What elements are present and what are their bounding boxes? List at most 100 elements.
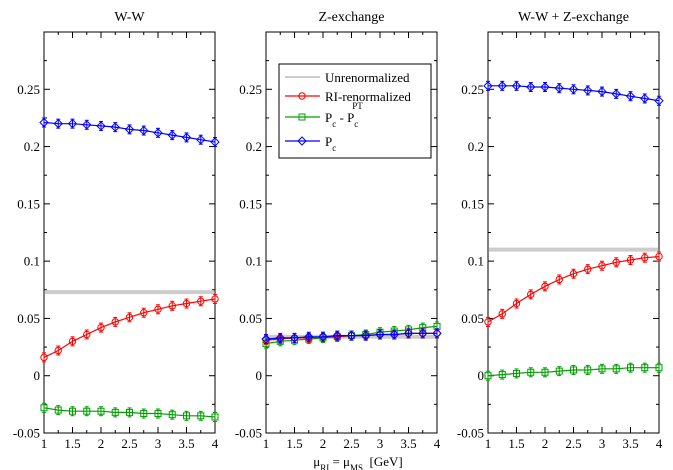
panel-title: W-W [114,10,145,25]
data-point-diamond [289,333,300,343]
x-label-unit: [GeV] [363,454,403,469]
y-tick-label: 0 [256,368,263,383]
legend-label-pc: Pc [325,134,336,153]
series-ri [40,293,219,363]
panel-2: Z-exchange -0.05 0 0.05 0.1 0.15 0.2 0.25 1 1.5 2 2… [235,10,442,451]
legend: Unrenormalized RI-renormalized Pc - PcPT… [278,63,432,159]
data-point-circle [512,299,521,308]
data-point-circle [498,310,506,318]
x-tick-label: 4 [212,436,219,451]
data-point-diamond [611,89,621,99]
data-point-circle [197,297,205,305]
data-point-circle [54,346,62,355]
data-point-square [54,406,62,414]
series-line-ri [43,298,216,358]
data-point-diamond [511,81,522,91]
x-tick-label: 4 [656,436,663,451]
data-point-diamond [597,86,607,97]
data-point-diamond [654,96,664,106]
data-point-square [513,369,520,377]
legend-marker-pc [297,136,307,146]
data-point-diamond [497,81,507,91]
data-point-diamond [625,91,636,101]
data-point-square [498,371,506,379]
chart-panels: W-W -0.05 0 0.05 0.1 0.15 0.2 0.25 1 1.5 2 2.5 3 3.5 4… [13,10,664,451]
series-diff [484,362,663,381]
data-point-diamond [432,328,442,339]
panel-frame [43,31,216,434]
data-point-square [126,408,133,416]
data-point-diamond [418,328,428,339]
data-point-diamond [181,132,192,143]
x-tick-label: 2 [542,436,549,451]
y-tick-label: -0.05 [457,426,484,441]
x-tick-label: 3 [599,436,606,451]
x-tick-label: 1.5 [64,436,80,451]
y-tick-label: 0.2 [246,139,262,154]
y-tick-label: 0.15 [461,196,484,211]
data-point-diamond [375,329,385,340]
x-tick-label: 4 [434,436,441,451]
data-point-square [527,368,535,376]
data-point-square [484,372,492,380]
data-point-circle [111,318,119,326]
data-point-diamond [167,130,177,140]
x-tick-label: 1.5 [508,436,524,451]
x-tick-label: 2.5 [565,436,581,451]
data-point-circle [584,265,592,273]
data-point-circle [655,252,663,261]
data-point-circle [83,330,91,339]
data-point-diamond [568,84,579,94]
y-tick-label: 0.1 [24,254,40,269]
panel-title: W-W + Z-exchange [518,10,629,25]
data-point-diamond [361,330,371,341]
data-point-diamond [124,124,135,135]
y-tick-label: 0.25 [239,82,262,97]
data-point-diamond [139,125,149,136]
legend-label-ri-renormalized: RI-renormalized [325,89,411,104]
y-tick-label: 0.1 [468,254,484,269]
series-diff [40,402,219,422]
x-tick-label: 2.5 [343,436,359,451]
data-point-diamond [53,118,63,129]
legend-pc2-main: P [325,134,332,149]
legend-pcpt-sup: PT [352,101,363,111]
data-point-diamond [318,332,328,342]
data-point-square [183,412,190,420]
data-point-circle [641,254,649,262]
data-point-square [211,413,219,421]
y-tick-label: 0.15 [17,196,40,211]
data-point-square [641,364,649,372]
data-point-square [140,410,148,418]
data-point-square [612,365,620,373]
series-line-ri [487,256,660,323]
data-point-diamond [39,117,49,128]
legend-marker-pc-minus-pcpt [298,113,306,121]
y-tick-label: 0.25 [17,82,40,97]
legend-pc-sub: c [332,119,336,129]
data-point-diamond [554,83,564,93]
y-tick-label: 0.25 [461,82,484,97]
data-point-square [541,368,549,376]
data-point-diamond [153,128,163,138]
data-point-circle [125,313,134,321]
y-tick-label: 0 [478,368,485,383]
data-point-diamond [526,82,536,92]
x-tick-label: 3.5 [622,436,638,451]
series-pc [261,328,442,345]
data-point-diamond [275,333,285,343]
legend-label-pc-minus-pcpt: Pc - Pc PT [325,101,363,129]
x-tick-label: 3.5 [178,436,194,451]
data-point-circle [527,290,535,299]
y-tick-label: 0.05 [17,311,40,326]
data-point-diamond [403,328,414,339]
x-tick-label: 1 [485,436,492,451]
data-point-square [111,408,119,416]
data-point-circle [97,323,105,332]
x-tick-label: 1.5 [286,436,302,451]
y-tick-label: 0.05 [461,311,484,326]
data-point-square [40,404,48,412]
data-point-diamond [82,120,92,130]
data-point-circle [182,299,191,308]
